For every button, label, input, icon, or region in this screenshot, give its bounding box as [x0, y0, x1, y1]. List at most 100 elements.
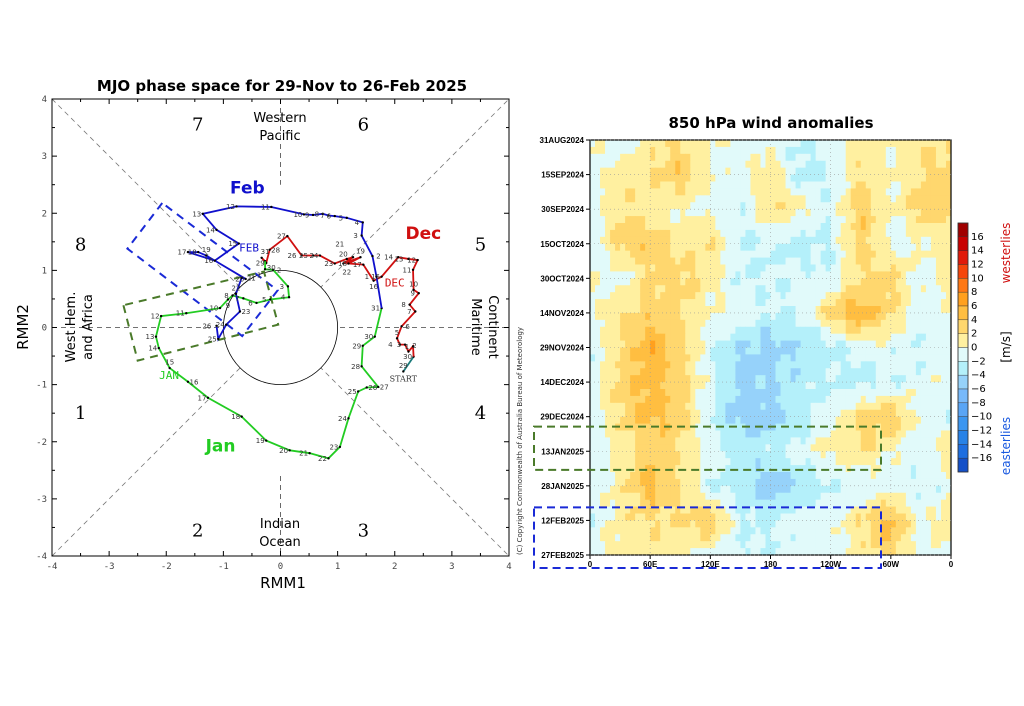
heatmap-cell [805, 402, 812, 411]
heatmap-cell [825, 264, 832, 272]
heatmap-cell [670, 264, 676, 272]
heatmap-cell [815, 160, 822, 169]
heatmap-cell [925, 181, 932, 189]
heatmap-cell [690, 395, 696, 404]
heatmap-cell [640, 326, 646, 335]
heatmap-cell [910, 243, 917, 252]
heatmap-cell [725, 167, 731, 175]
heatmap-cell [665, 506, 671, 514]
heatmap-cell [875, 229, 882, 238]
heatmap-cell [830, 257, 837, 265]
heatmap-cell [825, 326, 832, 335]
heatmap-cell [860, 485, 867, 494]
heatmap-cell [670, 285, 676, 293]
heatmap-cell [770, 257, 776, 265]
heatmap-cell [915, 541, 922, 549]
heatmap-cell [860, 513, 867, 521]
heatmap-cell [900, 458, 907, 466]
heatmap-cell [640, 146, 646, 155]
heatmap-cell [620, 513, 626, 521]
heatmap-cell [865, 548, 872, 556]
heatmap-cell [775, 492, 781, 501]
heatmap-cell [595, 437, 601, 445]
region-label-left-1: West Hem. [64, 292, 79, 363]
heatmap-cell [680, 285, 686, 293]
phase-number-3: 3 [358, 520, 369, 541]
heatmap-cell [725, 229, 731, 238]
heatmap-cell [760, 202, 766, 210]
heatmap-cell [670, 333, 676, 341]
heatmap-cell [720, 181, 726, 189]
heatmap-cell [650, 416, 656, 424]
heatmap-cell [900, 319, 907, 328]
heatmap-cell [675, 299, 681, 307]
heatmap-cell [655, 409, 661, 418]
heatmap-cell [660, 382, 666, 390]
heatmap-cell [845, 264, 852, 272]
heatmap-cell [775, 402, 781, 411]
heatmap-cell [810, 271, 817, 279]
heatmap-cell [795, 375, 801, 383]
heatmap-cell [830, 389, 837, 397]
heatmap-cell [880, 402, 887, 411]
heatmap-cell [935, 451, 942, 459]
heatmap-cell [785, 299, 791, 307]
heatmap-cell [755, 319, 761, 328]
heatmap-cell [905, 437, 912, 445]
heatmap-cell [675, 326, 681, 335]
heatmap-cell [930, 312, 937, 321]
heatmap-cell [845, 326, 852, 335]
heatmap-cell [840, 306, 847, 314]
heatmap-cell [630, 506, 636, 514]
heatmap-cell [845, 416, 852, 424]
heatmap-cell [905, 478, 912, 487]
heatmap-cell [915, 174, 922, 182]
heatmap-cell [800, 299, 806, 307]
heatmap-cell [880, 306, 887, 314]
heatmap-cell [695, 430, 701, 438]
heatmap-cell [920, 513, 927, 521]
heatmap-cell [785, 195, 791, 203]
heatmap-cell [590, 368, 596, 376]
heatmap-cell [625, 472, 631, 480]
heatmap-cell [735, 389, 741, 397]
heatmap-cell [775, 409, 781, 418]
heatmap-cell [595, 485, 601, 494]
heatmap-cell [650, 541, 656, 549]
month-label-dec: Dec [405, 224, 441, 244]
heatmap-cell [595, 333, 601, 341]
trajectory-point [373, 335, 376, 338]
heatmap-cell [600, 264, 606, 272]
heatmap-cell [775, 153, 781, 162]
heatmap-cell [825, 223, 832, 231]
heatmap-cell [630, 146, 636, 155]
heatmap-cell [615, 181, 621, 189]
heatmap-cell [935, 430, 942, 438]
heatmap-cell [920, 347, 927, 355]
heatmap-cell [685, 534, 691, 542]
heatmap-cell [850, 478, 857, 487]
heatmap-cell [610, 333, 616, 341]
heatmap-cell [755, 382, 761, 390]
heatmap-cell [870, 229, 877, 238]
heatmap-cell [615, 174, 621, 182]
heatmap-cell [935, 361, 942, 369]
heatmap-cell [625, 375, 631, 383]
heatmap-cell [600, 492, 606, 501]
heatmap-cell [940, 167, 947, 175]
heatmap-cell [795, 181, 801, 189]
heatmap-cell [605, 223, 611, 231]
heatmap-cell [785, 527, 791, 535]
heatmap-cell [890, 236, 897, 245]
day-label: 6 [327, 213, 332, 221]
heatmap-cell [890, 146, 897, 155]
heatmap-cell [715, 146, 721, 155]
heatmap-cell [935, 188, 942, 196]
heatmap-cell [640, 520, 646, 528]
heatmap-cell [730, 153, 736, 162]
heatmap-cell [855, 465, 862, 473]
heatmap-cell [785, 140, 791, 148]
heatmap-cell [625, 444, 631, 452]
heatmap-cell [595, 354, 601, 362]
heatmap-cell [905, 347, 912, 355]
